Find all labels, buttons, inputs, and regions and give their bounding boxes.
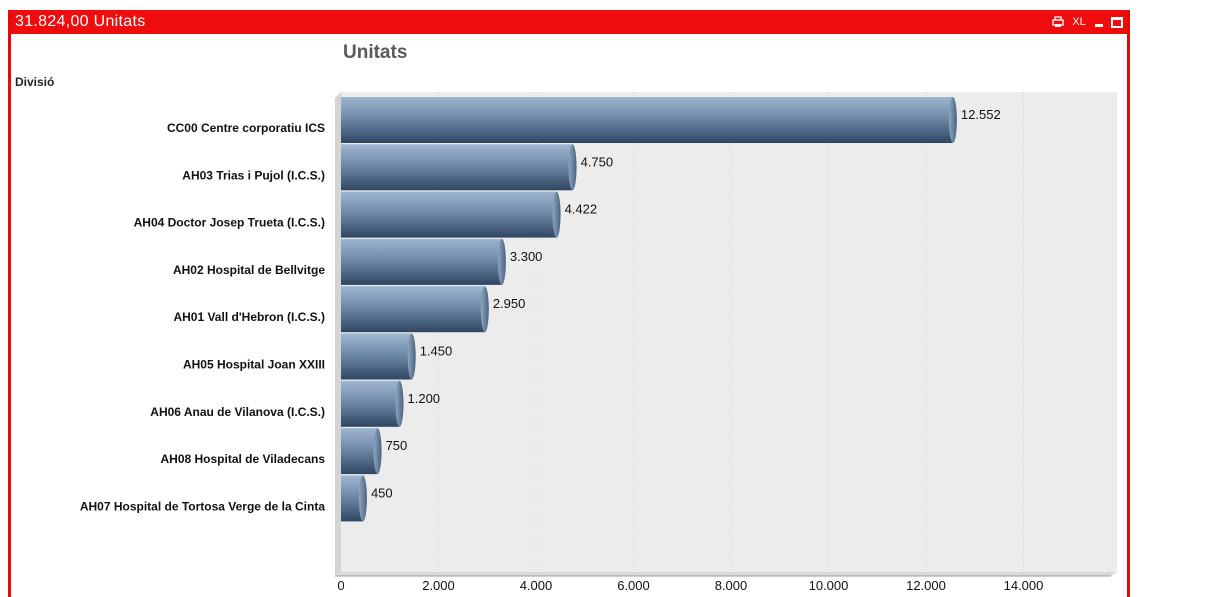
x-tick-label: 12.000 <box>906 578 946 593</box>
category-label: AH05 Hospital Joan XXIII <box>183 358 325 372</box>
data-label: 3.300 <box>510 249 543 264</box>
x-tick-label: 4.000 <box>520 578 553 593</box>
bar-body <box>341 475 363 522</box>
data-label: 450 <box>371 485 393 500</box>
data-label: 12.552 <box>961 107 1001 122</box>
x-tick-label: 6.000 <box>617 578 650 593</box>
data-label: 2.950 <box>493 296 526 311</box>
bar-body <box>341 191 557 238</box>
bar-cap <box>480 286 489 333</box>
x-tick-label: 2.000 <box>422 578 455 593</box>
bar-cap <box>373 428 382 475</box>
bar-cap <box>568 144 577 191</box>
data-label: 4.750 <box>581 154 614 169</box>
maximize-icon[interactable] <box>1111 17 1123 28</box>
data-label: 1.450 <box>420 344 453 359</box>
data-label: 750 <box>386 438 408 453</box>
plot-floor <box>335 572 1117 576</box>
bar <box>341 238 506 285</box>
bar-cap <box>407 333 416 380</box>
category-label: AH04 Doctor Josep Trueta (I.C.S.) <box>134 216 325 230</box>
window-titlebar[interactable]: 31.824,00 Unitats XL <box>11 10 1127 34</box>
bar-body <box>341 380 400 427</box>
x-axis: 0 2.000 4.000 6.000 8.000 10.000 12.000 14.000 <box>335 575 1111 593</box>
bar-body <box>341 428 378 475</box>
window-title: 31.824,00 Unitats <box>15 13 146 30</box>
bar-cap <box>358 475 367 522</box>
labels-group: 12.552 CC00 Centre corporatiu ICS 4.750 AH0… <box>80 107 1001 513</box>
bar-cap <box>395 380 404 427</box>
category-label: AH07 Hospital de Tortosa Verge de la Cin… <box>80 499 326 513</box>
window-controls: XL <box>1051 14 1123 30</box>
minimize-icon[interactable] <box>1093 14 1105 30</box>
print-icon[interactable] <box>1051 14 1065 30</box>
bar-cap <box>552 191 561 238</box>
bar-body <box>341 238 502 285</box>
bar-body <box>341 144 573 191</box>
bar-cap <box>948 97 957 143</box>
x-tick-label: 10.000 <box>809 578 849 593</box>
bar <box>341 380 404 427</box>
bars-group <box>341 97 957 522</box>
bar <box>341 191 561 238</box>
category-label: AH06 Anau de Vilanova (I.C.S.) <box>150 405 325 419</box>
x-tick-label: 0 <box>337 578 344 593</box>
data-label: 1.200 <box>408 391 441 406</box>
bar <box>341 428 382 475</box>
plot-side-wall <box>335 92 341 576</box>
bar-cap <box>497 238 506 285</box>
x-tick-label: 14.000 <box>1004 578 1044 593</box>
bar <box>341 333 416 380</box>
bar <box>341 475 367 522</box>
category-label: AH01 Vall d'Hebron (I.C.S.) <box>173 310 325 324</box>
bar-body <box>341 333 412 380</box>
category-label: CC00 Centre corporatiu ICS <box>167 121 325 135</box>
bar <box>341 286 489 333</box>
bar-body <box>341 97 953 143</box>
category-label: AH08 Hospital de Viladecans <box>160 452 325 466</box>
x-tick-label: 8.000 <box>715 578 748 593</box>
bar <box>341 97 957 143</box>
bar-body <box>341 286 485 333</box>
xl-export-icon[interactable]: XL <box>1072 16 1086 28</box>
dimension-label: Divisió <box>15 75 55 89</box>
category-label: AH03 Trias i Pujol (I.C.S.) <box>182 168 325 182</box>
chart-title: Unitats <box>343 42 408 63</box>
data-label: 4.422 <box>565 202 598 217</box>
category-label: AH02 Hospital de Bellvitge <box>173 263 325 277</box>
bar <box>341 144 577 191</box>
